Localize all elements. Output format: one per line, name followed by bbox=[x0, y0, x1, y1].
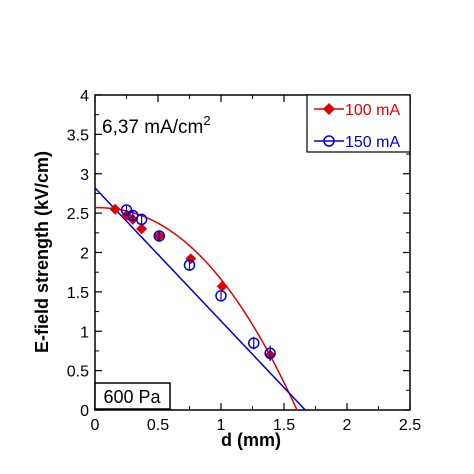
data-point-150ma bbox=[264, 347, 276, 360]
x-tick-label: 0.5 bbox=[147, 417, 169, 434]
current-density-value: 6,37 mA/cm bbox=[102, 117, 203, 138]
data-point-150ma bbox=[153, 230, 166, 242]
fit-curve-150ma bbox=[94, 187, 307, 411]
y-axis-title: E-field strength (kV/cm) bbox=[32, 151, 52, 353]
current-density-annotation: 6,37 mA/cm2 bbox=[102, 113, 211, 138]
y-tick-label: 4 bbox=[80, 88, 89, 105]
data-point-150ma bbox=[248, 337, 260, 349]
data-point-100ma bbox=[136, 223, 148, 235]
y-tick-label: 0 bbox=[80, 403, 89, 420]
y-tick-label: 3.5 bbox=[67, 127, 89, 144]
tick-labels: 0 0.5 1 1.5 2 2.5 0 0.5 1 1.5 2 2.5 3 3.5 4 bbox=[67, 88, 421, 434]
legend: 100 mA 150 mA bbox=[306, 94, 411, 153]
x-tick-label: 1 bbox=[217, 417, 226, 434]
y-tick-label: 2 bbox=[80, 246, 89, 263]
y-tick-label: 3 bbox=[80, 167, 89, 184]
y-tick-label: 1.5 bbox=[67, 285, 89, 302]
current-density-exponent: 2 bbox=[203, 113, 210, 128]
data-point-150ma bbox=[215, 290, 227, 302]
data-markers bbox=[109, 203, 276, 362]
legend-label-150ma: 150 mA bbox=[345, 134, 400, 151]
fit-curve-100ma bbox=[95, 206, 299, 411]
data-point-150ma bbox=[183, 259, 196, 271]
legend-label-100ma: 100 mA bbox=[345, 102, 400, 119]
x-axis-title: d (mm) bbox=[221, 430, 281, 450]
data-point-100ma bbox=[109, 203, 121, 215]
y-tick-label: 0.5 bbox=[67, 364, 89, 381]
y-tick-label: 2.5 bbox=[67, 206, 89, 223]
x-tick-label: 2.5 bbox=[399, 417, 421, 434]
x-tick-label: 1.5 bbox=[273, 417, 295, 434]
pressure-label: 600 Pa bbox=[103, 387, 161, 407]
pressure-box: 600 Pa bbox=[94, 382, 171, 410]
data-point-100ma bbox=[216, 280, 228, 292]
y-tick-label: 1 bbox=[80, 324, 89, 341]
x-tick-label: 0 bbox=[91, 417, 100, 434]
x-tick-label: 2 bbox=[343, 417, 352, 434]
legend-marker-150ma bbox=[323, 135, 335, 147]
data-point-150ma bbox=[135, 213, 148, 226]
fit-curves bbox=[94, 187, 307, 411]
legend-marker-100ma bbox=[323, 103, 335, 115]
